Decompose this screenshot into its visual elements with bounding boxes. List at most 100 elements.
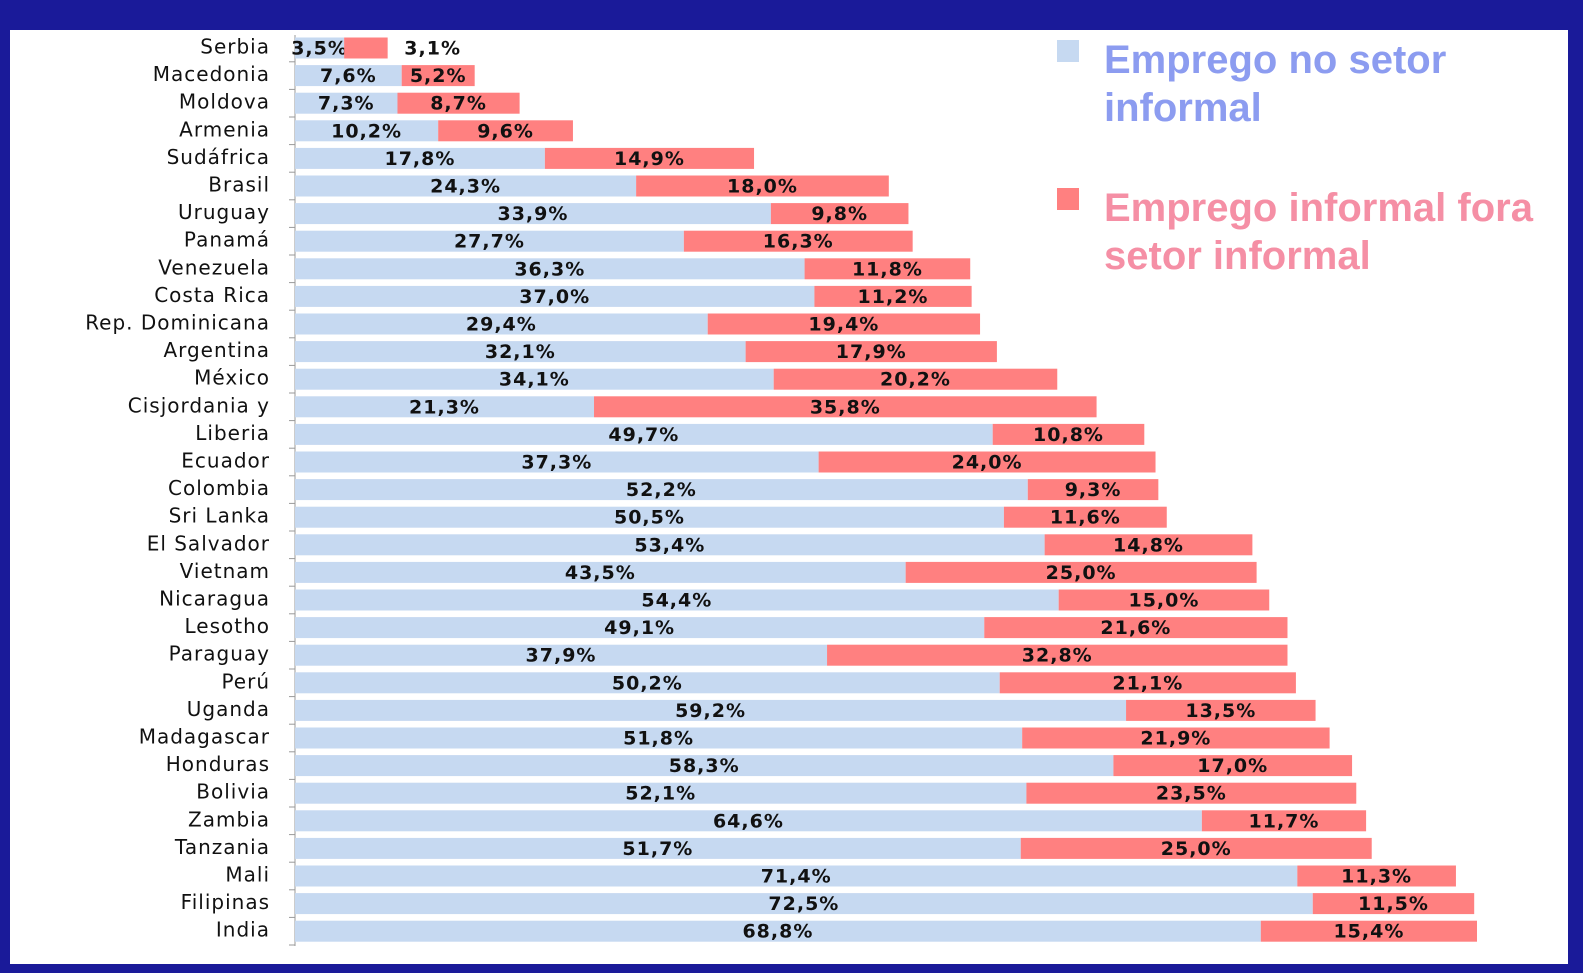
y-tick-label: Costa Rica: [154, 283, 270, 307]
bar-segment: [1260, 920, 1477, 942]
bar-segment: [1003, 506, 1167, 528]
bar-segment: [344, 37, 388, 59]
y-tick-label: Cisjordania y: [128, 393, 270, 417]
data-label: 11,7%: [1249, 810, 1320, 832]
data-label: 3,1%: [404, 38, 461, 60]
bar-segment: [397, 92, 520, 114]
bar-segment: [295, 423, 993, 445]
data-label: 35,8%: [810, 396, 881, 418]
data-label: 37,9%: [526, 645, 597, 667]
y-tick-label: Zambia: [188, 807, 270, 831]
bar-segment: [770, 203, 909, 225]
bar-segment: [295, 727, 1023, 749]
data-label: 20,2%: [880, 369, 951, 391]
bar-segment: [827, 644, 1288, 666]
data-label: 14,9%: [614, 148, 685, 170]
data-label: 29,4%: [466, 314, 537, 336]
data-label: 25,0%: [1161, 838, 1232, 860]
data-label: 50,5%: [614, 507, 685, 529]
y-tick-label: Madagascar: [139, 725, 270, 749]
data-label: 14,8%: [1113, 534, 1184, 556]
y-tick-label: Sudáfrica: [167, 145, 270, 169]
y-tick-label: Sri Lanka: [169, 504, 270, 528]
y-tick-label: Tanzania: [174, 835, 270, 859]
data-label: 15,0%: [1128, 590, 1199, 612]
bar-segment: [814, 285, 972, 307]
bar-segment: [295, 561, 906, 583]
y-tick-label: Paraguay: [169, 642, 270, 666]
bar-segment: [295, 699, 1127, 721]
data-label: 3,5%: [291, 38, 348, 60]
data-label: 68,8%: [742, 921, 813, 943]
data-label: 17,0%: [1197, 755, 1268, 777]
data-label: 9,8%: [811, 203, 868, 225]
bar-segment: [773, 368, 1058, 390]
bar-segment: [295, 837, 1021, 859]
y-tick-label: Serbia: [200, 35, 270, 59]
data-label: 51,7%: [622, 838, 693, 860]
y-tick-label: Uganda: [187, 697, 270, 721]
y-tick-label: Liberia: [195, 421, 270, 445]
data-label: 34,1%: [499, 369, 570, 391]
data-label: 17,9%: [836, 341, 907, 363]
bar-segment: [295, 147, 545, 169]
legend-label: Emprego no setor informal: [1104, 38, 1447, 130]
bar-segment: [1312, 893, 1475, 915]
y-tick-label: Bolivia: [196, 780, 270, 804]
data-label: 17,8%: [384, 148, 455, 170]
bar-segment: [295, 782, 1027, 804]
data-label: 16,3%: [763, 231, 834, 253]
bar-segment: [594, 396, 1097, 418]
bar-segment: [295, 285, 815, 307]
bar-segment: [295, 37, 345, 59]
y-tick-label: Lesotho: [184, 614, 270, 638]
data-label: 24,3%: [430, 176, 501, 198]
data-label: 10,8%: [1033, 424, 1104, 446]
data-label: 9,3%: [1065, 479, 1122, 501]
bar-segment: [1044, 534, 1253, 556]
data-label: 58,3%: [669, 755, 740, 777]
y-tick-label: Perú: [221, 669, 270, 693]
bar-segment: [295, 506, 1004, 528]
bar-segment: [984, 617, 1288, 639]
y-tick-label: Uruguay: [178, 200, 270, 224]
bar-segment: [438, 120, 573, 142]
data-label: 5,2%: [410, 65, 467, 87]
y-tick-label: Honduras: [166, 752, 270, 776]
y-tick-label: Filipinas: [181, 890, 270, 914]
bar-segment: [1113, 755, 1353, 777]
bar-segment: [295, 672, 1000, 694]
data-label: 7,3%: [318, 93, 375, 115]
data-label: 10,2%: [331, 120, 402, 142]
data-label: 21,9%: [1140, 728, 1211, 750]
bar-segment: [295, 479, 1028, 501]
data-label: 11,3%: [1341, 866, 1412, 888]
bar-segment: [905, 561, 1257, 583]
data-label: 21,6%: [1100, 617, 1171, 639]
bar-segment: [295, 313, 708, 335]
bar-segment: [295, 230, 684, 252]
data-label: 37,3%: [521, 452, 592, 474]
bar-segment: [1026, 782, 1357, 804]
bar-segment: [636, 175, 889, 197]
data-label: 18,0%: [727, 176, 798, 198]
bar-segment: [295, 175, 637, 197]
y-tick-label: Colombia: [168, 476, 270, 500]
bar-segment: [992, 423, 1145, 445]
y-tick-label: Argentina: [163, 338, 270, 362]
bar-segment: [1022, 727, 1330, 749]
bar-segment: [295, 534, 1045, 556]
bar-segment: [295, 368, 774, 390]
data-label: 64,6%: [713, 810, 784, 832]
bar-segment: [683, 230, 913, 252]
data-label: 23,5%: [1156, 783, 1227, 805]
data-label: 21,3%: [409, 396, 480, 418]
bar-segment: [295, 810, 1202, 832]
data-label: 11,5%: [1358, 893, 1429, 915]
y-tick-label: México: [194, 366, 270, 390]
data-label: 50,2%: [612, 672, 683, 694]
data-label: 54,4%: [641, 590, 712, 612]
bar-segment: [295, 396, 595, 418]
data-label: 9,6%: [477, 120, 534, 142]
data-label: 13,5%: [1185, 700, 1256, 722]
